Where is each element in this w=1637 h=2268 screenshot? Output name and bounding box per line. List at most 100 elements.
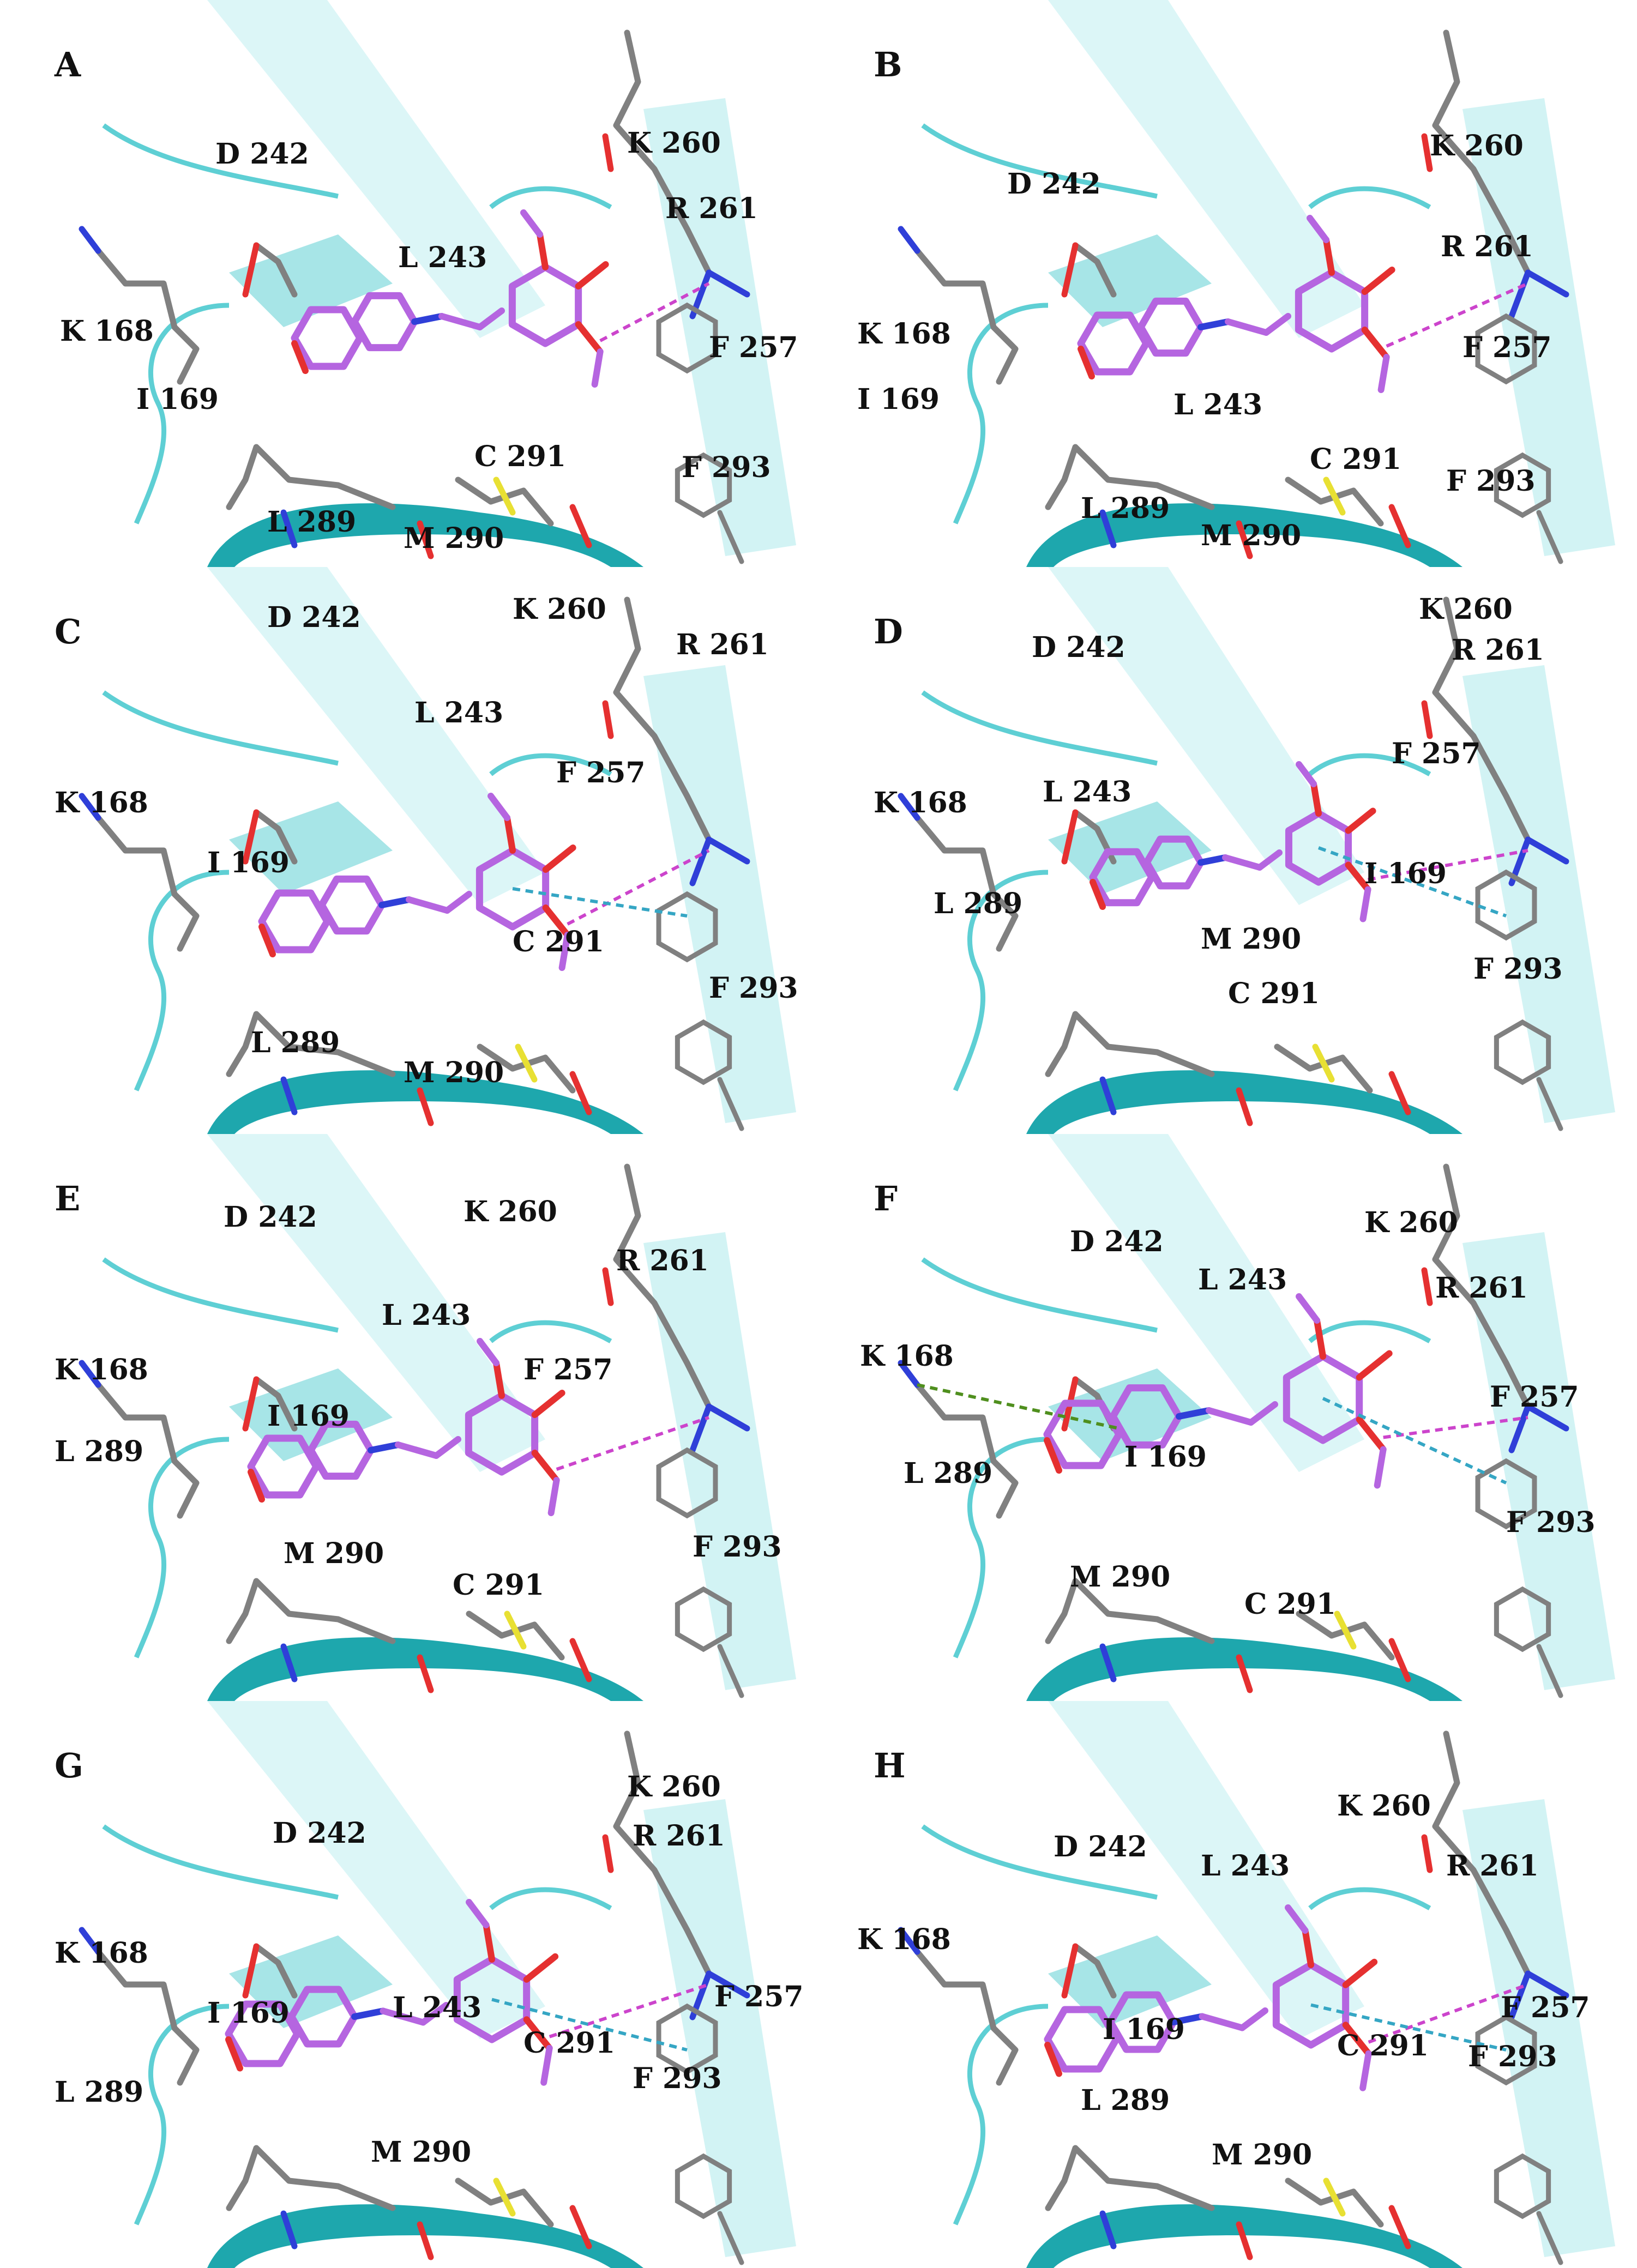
residue-label: F 293 xyxy=(709,972,798,1005)
beta-sheet-middle xyxy=(1048,1935,1212,2028)
panel-letter: H xyxy=(874,1746,906,1786)
backbone-nitrogen xyxy=(280,1076,298,1115)
phenylalanine-ring xyxy=(675,1586,732,1652)
residue-label: F 293 xyxy=(1468,2040,1557,2073)
residue-label: L 243 xyxy=(1173,388,1262,421)
residue-label: L 289 xyxy=(904,1457,992,1490)
backbone-oxygen xyxy=(1236,2221,1253,2260)
protein-ribbons xyxy=(102,0,796,567)
residue-label: F 257 xyxy=(1463,331,1552,364)
carboxyl-bond xyxy=(242,242,260,298)
methoxy-oxygen xyxy=(493,1360,505,1399)
ligand-linker xyxy=(1263,313,1291,336)
binding-residues xyxy=(898,1163,1569,1698)
phenylalanine-chain xyxy=(717,1077,744,1131)
residue-label: F 257 xyxy=(1392,737,1481,770)
beta-sheet-right xyxy=(643,1799,796,2257)
carbonyl-bond xyxy=(569,1071,592,1115)
panel-letter: D xyxy=(874,612,903,652)
methoxy-oxygen xyxy=(1342,1958,1378,1988)
residue-label: L 243 xyxy=(382,1299,471,1332)
panel-e: E D 242 K 260 R 261 L 243 F 257 K 168 I 169 L 28… xyxy=(55,1134,796,1701)
coil-loop-right xyxy=(489,186,612,209)
coil-loop-left xyxy=(953,1437,1049,1658)
ligand-linker xyxy=(380,2007,426,2026)
pi-stacking xyxy=(1322,1397,1507,1485)
carbonyl-bond xyxy=(1421,1834,1433,1873)
residue-label: F 293 xyxy=(682,451,771,484)
residue-label: K 260 xyxy=(1364,1206,1458,1239)
methoxy-methyl xyxy=(591,348,604,388)
residue-label: C 291 xyxy=(1310,443,1401,476)
residue-label: L 243 xyxy=(1043,775,1132,809)
backbone-trace xyxy=(226,1011,396,1077)
residue-label: K 168 xyxy=(857,1923,951,1956)
residue-label: R 261 xyxy=(1435,1271,1528,1305)
coil-loop-right xyxy=(1308,186,1431,209)
ligand-aromatic-ring xyxy=(1044,2006,1120,2073)
phenylalanine-ring xyxy=(675,2153,732,2219)
sulfur-bond xyxy=(1312,1043,1335,1083)
beta-sheet-right xyxy=(1463,665,1615,1123)
hydrogen-bond xyxy=(549,1983,709,2038)
binding-residues xyxy=(79,1163,750,1698)
sulfur-bond xyxy=(493,2177,516,2217)
ligand-fused-ring xyxy=(307,1420,375,1480)
methoxy-oxygen xyxy=(1342,2022,1372,2057)
ligand xyxy=(258,793,710,971)
residue-label: R 261 xyxy=(676,628,769,661)
hydrogen-bond xyxy=(1368,1983,1529,2044)
phenylalanine-chain xyxy=(1536,1077,1563,1131)
residue-label: R 261 xyxy=(616,1244,709,1277)
methoxy-oxygen xyxy=(1310,781,1322,817)
coil-loop-left xyxy=(134,870,230,1091)
phenylalanine-ring xyxy=(1494,452,1551,518)
methoxy-oxygen xyxy=(1323,237,1335,276)
residue-label: R 261 xyxy=(665,192,758,225)
lysine-side-chain xyxy=(914,1382,1019,1519)
ligand-linker xyxy=(1239,2007,1268,2031)
residue-label: D 242 xyxy=(224,1201,317,1234)
residue-label: I 169 xyxy=(1364,857,1447,890)
guanidine-bond xyxy=(706,1403,750,1432)
ligand-linker xyxy=(420,2002,449,2026)
carbonyl-bond xyxy=(569,2205,592,2249)
phenylalanine-chain xyxy=(1536,510,1563,564)
residue-label: M 290 xyxy=(1201,519,1301,552)
carboxyl-bond xyxy=(1061,242,1079,298)
hydrogen-bond xyxy=(567,849,710,926)
beta-sheet-back xyxy=(207,1701,545,2039)
amine-bond xyxy=(898,1927,920,1955)
methoxy-oxygen xyxy=(531,1450,560,1483)
residue-label: L 289 xyxy=(267,505,356,539)
residue-label: F 257 xyxy=(1490,1380,1579,1414)
coil-loop-right xyxy=(489,1320,612,1343)
methoxy-methyl xyxy=(1359,886,1371,922)
residue-label: M 290 xyxy=(371,2136,471,2169)
ligand-linker xyxy=(1222,854,1263,871)
phenylalanine-chain xyxy=(1536,2211,1563,2265)
ligand-fused-ring xyxy=(1143,835,1205,890)
aspartate-side-chain xyxy=(253,242,298,298)
methoxy-methyl xyxy=(488,793,510,821)
carbonyl-bond xyxy=(1421,1267,1433,1306)
residue-label: K 260 xyxy=(513,593,606,626)
carboxyl-bond xyxy=(1061,1943,1079,1999)
pi-stacking xyxy=(512,887,688,918)
ligand xyxy=(291,209,710,388)
residue-label: I 169 xyxy=(1124,1440,1207,1474)
beta-sheet-back xyxy=(1048,0,1364,338)
phenylalanine-ring xyxy=(675,452,732,518)
phenylalanine-ring xyxy=(1475,869,1537,941)
phenylalanine-ring xyxy=(1475,313,1537,385)
methoxy-methyl xyxy=(1374,1446,1387,1489)
arginine-side-chain xyxy=(1432,596,1531,843)
methoxy-methyl xyxy=(477,1338,499,1366)
binding-residues xyxy=(898,596,1569,1131)
ligand-linker xyxy=(1199,2013,1245,2031)
guanidine-bond xyxy=(1525,269,1569,298)
residue-label: D 242 xyxy=(1070,1225,1164,1258)
guanidine-bond xyxy=(706,836,750,865)
phenylalanine-ring xyxy=(675,1019,732,1085)
